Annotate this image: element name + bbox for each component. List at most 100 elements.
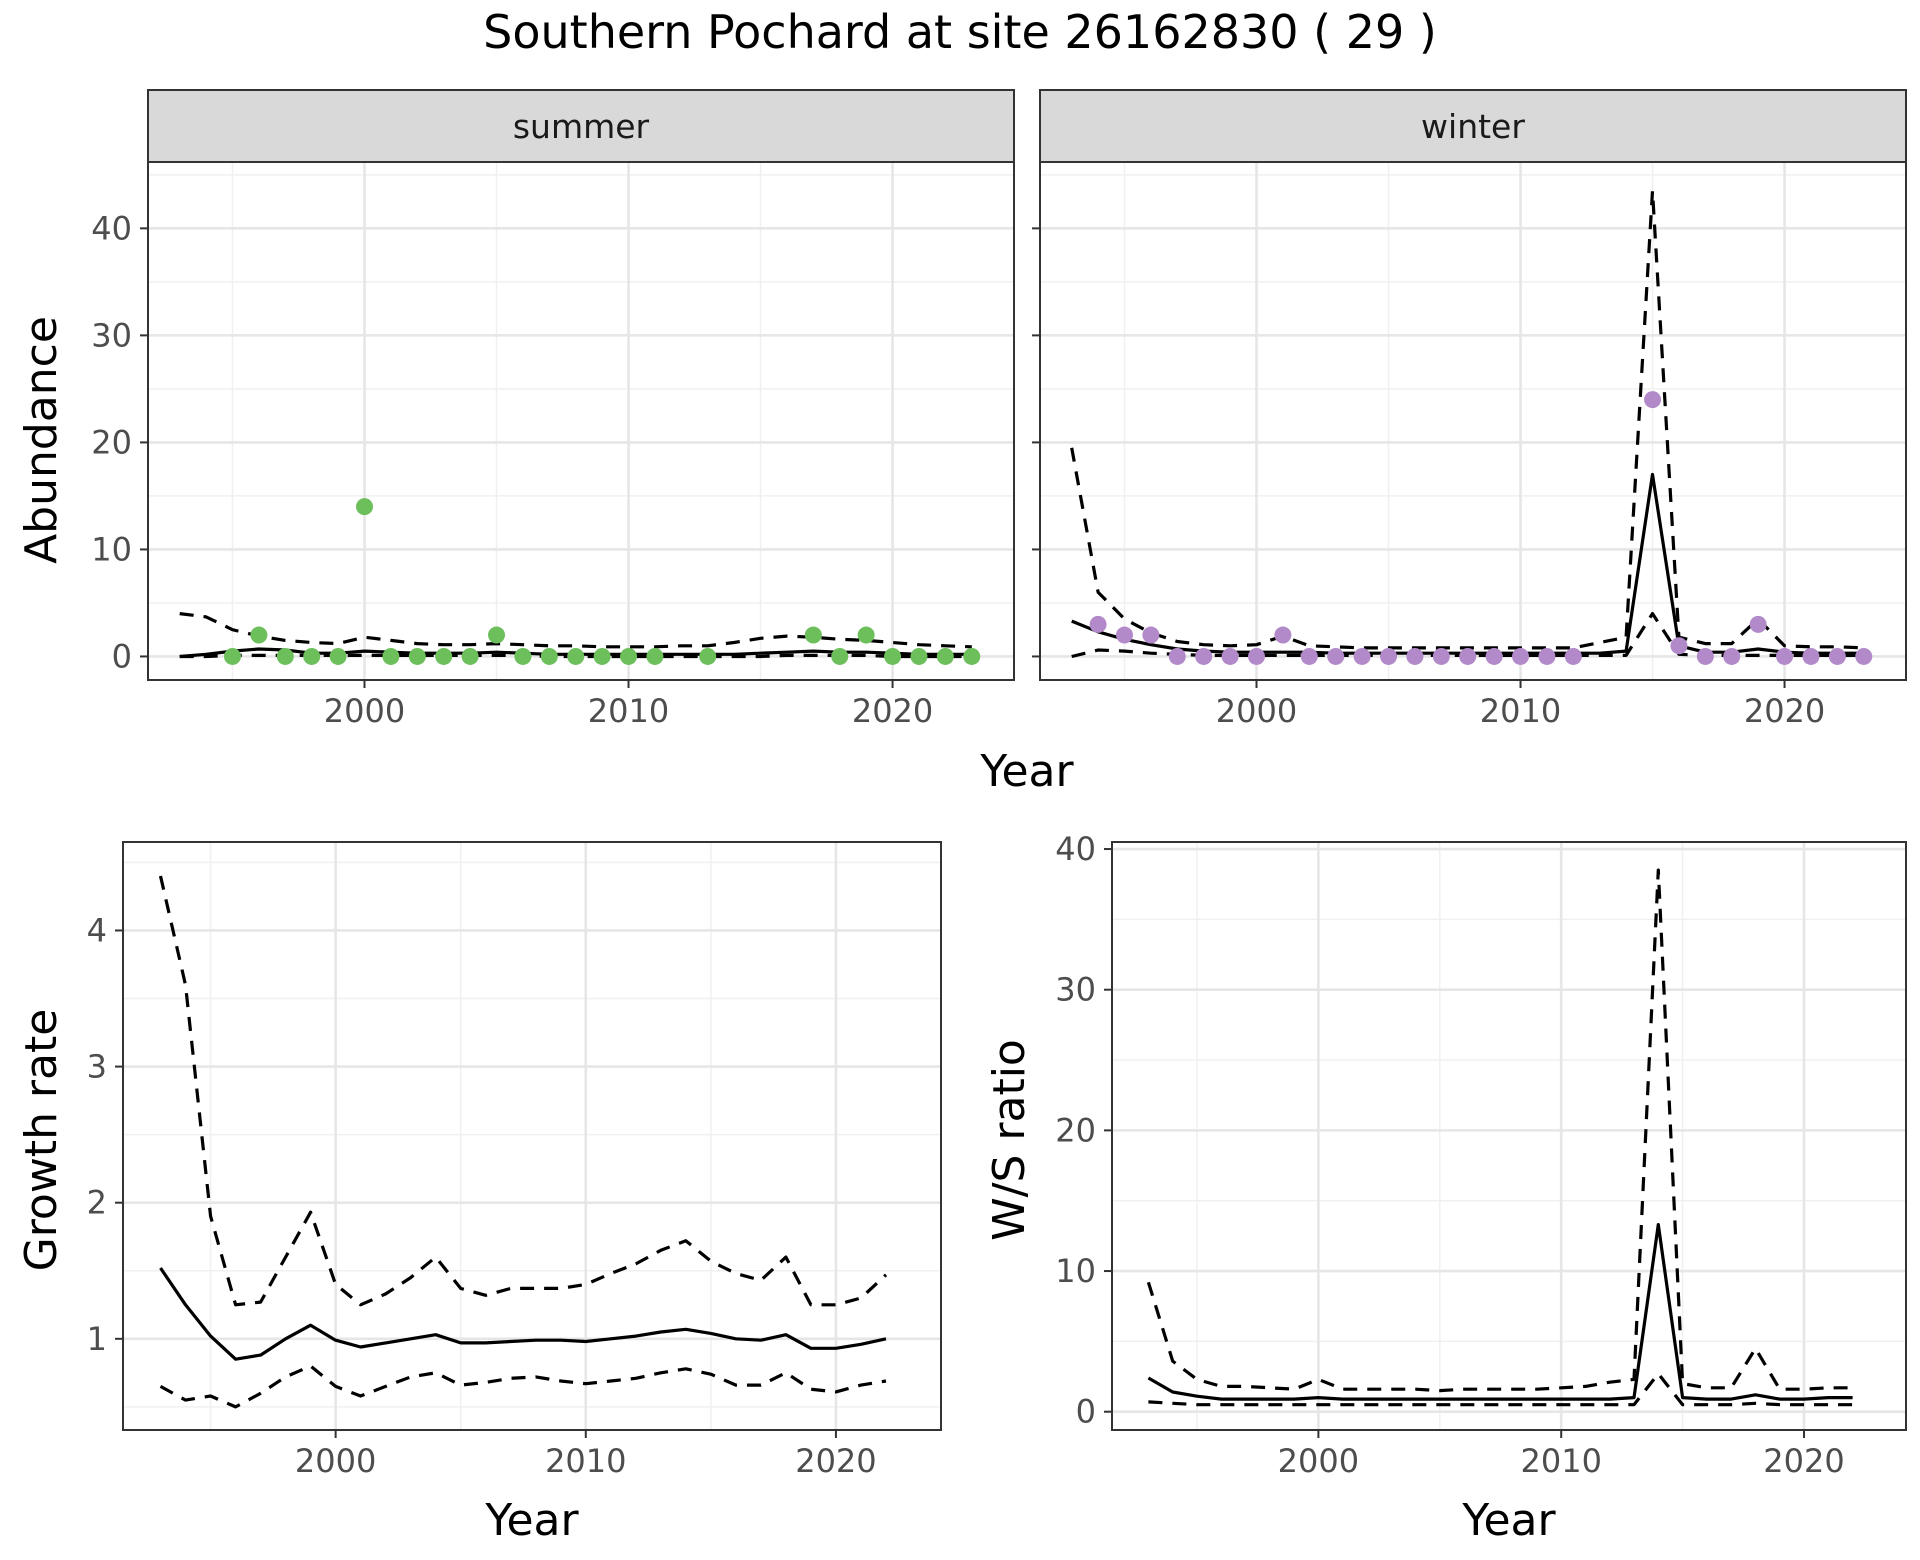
observed-point	[1802, 647, 1820, 665]
figure-title: Southern Pochard at site 26162830 ( 29 )	[483, 5, 1437, 59]
observed-point	[936, 647, 954, 665]
facet-strip-winter	[1039, 89, 1907, 163]
observed-point	[1776, 647, 1794, 665]
observed-point	[804, 626, 822, 644]
facet-label-summer: summer	[513, 107, 650, 146]
observed-point	[303, 647, 321, 665]
observed-point	[1221, 647, 1239, 665]
y-tick-label: 20	[91, 423, 132, 461]
observed-point	[963, 647, 981, 665]
y-tick-label: 4	[87, 911, 107, 949]
observed-point	[699, 647, 717, 665]
y-tick-label: 20	[1055, 1111, 1096, 1149]
observed-point	[356, 498, 373, 516]
observed-point	[1432, 647, 1450, 665]
panel-border	[147, 161, 1015, 681]
panel-border	[1039, 161, 1907, 681]
x-tick-label: 2000	[1216, 692, 1297, 730]
series-line-upper-bound	[1070, 189, 1864, 650]
x-tick-label: 2010	[588, 692, 669, 730]
growth-x-axis-title: Year	[484, 1495, 579, 1546]
y-tick-label: 30	[91, 316, 132, 354]
facet-label-winter: winter	[1421, 107, 1525, 146]
observed-point	[1327, 647, 1345, 665]
observed-point	[1564, 647, 1582, 665]
series-line-lower-bound	[159, 1364, 887, 1409]
observed-point	[910, 647, 928, 665]
plot-area	[1112, 842, 1906, 1430]
top-row-y-axis-title: Abundance	[16, 316, 67, 564]
observed-point	[831, 647, 849, 665]
x-tick-label: 2000	[324, 692, 405, 730]
observed-point	[1828, 647, 1846, 665]
x-tick-label: 2000	[295, 1442, 376, 1480]
y-tick-label: 10	[1055, 1252, 1096, 1290]
observed-point	[1380, 647, 1398, 665]
x-tick-label: 2010	[1480, 692, 1561, 730]
observed-point	[329, 647, 347, 665]
observed-point	[1142, 626, 1160, 644]
observed-point	[1644, 391, 1662, 409]
observed-point	[408, 647, 426, 665]
panel-ws-ratio: 2000 2010 2020 0 10 20 30 40	[1055, 830, 1907, 1480]
observed-point	[1855, 647, 1873, 665]
observed-point	[1406, 647, 1424, 665]
observed-point	[1670, 637, 1688, 655]
observed-point	[1115, 626, 1133, 644]
x-tick-label: 2020	[795, 1442, 876, 1480]
panel-summer-abundance: 2000 2010 2020 0 10 20 30 40	[91, 161, 1015, 730]
series-line-upper-bound	[158, 875, 888, 1307]
y-tick-label: 40	[1055, 830, 1096, 868]
observed-point	[1353, 647, 1371, 665]
y-tick-label: 0	[1076, 1393, 1096, 1431]
series-line-estimate	[1147, 1223, 1853, 1401]
top-row-x-axis-title: Year	[979, 746, 1074, 797]
observed-point	[646, 647, 664, 665]
panel-border	[1111, 841, 1907, 1431]
panel-growth-rate: 2000 2010 2020 1 2 3 4	[87, 841, 942, 1480]
observed-point	[1089, 615, 1107, 633]
observed-point	[276, 647, 294, 665]
observed-point	[620, 647, 638, 665]
series-line-estimate	[159, 1267, 887, 1361]
observed-point	[1248, 647, 1265, 665]
plot-area	[148, 162, 1014, 680]
observed-point	[223, 647, 241, 665]
ratio-x-axis-title: Year	[1461, 1495, 1556, 1546]
observed-point	[1512, 647, 1530, 665]
observed-point	[1485, 647, 1503, 665]
observed-point	[382, 647, 400, 665]
x-tick-label: 2010	[545, 1442, 626, 1480]
y-tick-label: 2	[87, 1184, 107, 1222]
facet-strip-summer	[147, 89, 1015, 163]
observed-point	[1195, 647, 1213, 665]
x-tick-label: 2000	[1278, 1442, 1359, 1480]
panel-winter-abundance: 2000 2010 2020	[1032, 161, 1907, 730]
observed-point	[488, 626, 506, 644]
observed-point	[1274, 626, 1292, 644]
series-line-upper-bound	[1146, 868, 1853, 1393]
observed-point	[1538, 647, 1556, 665]
x-tick-label: 2020	[1744, 692, 1825, 730]
y-tick-label: 0	[112, 637, 132, 675]
observed-point	[1723, 647, 1741, 665]
plot-area	[1040, 162, 1906, 680]
observed-point	[540, 647, 558, 665]
observed-point	[435, 647, 453, 665]
plot-area	[123, 842, 941, 1430]
observed-point	[1696, 647, 1714, 665]
observed-point	[250, 626, 268, 644]
observed-point	[593, 647, 611, 665]
y-tick-label: 1	[87, 1320, 107, 1358]
observed-point	[1168, 647, 1186, 665]
x-tick-label: 2010	[1520, 1442, 1601, 1480]
observed-point	[1749, 615, 1767, 633]
y-tick-label: 40	[91, 209, 132, 247]
y-tick-label: 30	[1055, 971, 1096, 1009]
observed-point	[461, 647, 479, 665]
growth-y-axis-title: Growth rate	[16, 1009, 67, 1272]
panel-border	[122, 841, 942, 1431]
observed-point	[857, 626, 875, 644]
x-tick-label: 2020	[852, 692, 933, 730]
